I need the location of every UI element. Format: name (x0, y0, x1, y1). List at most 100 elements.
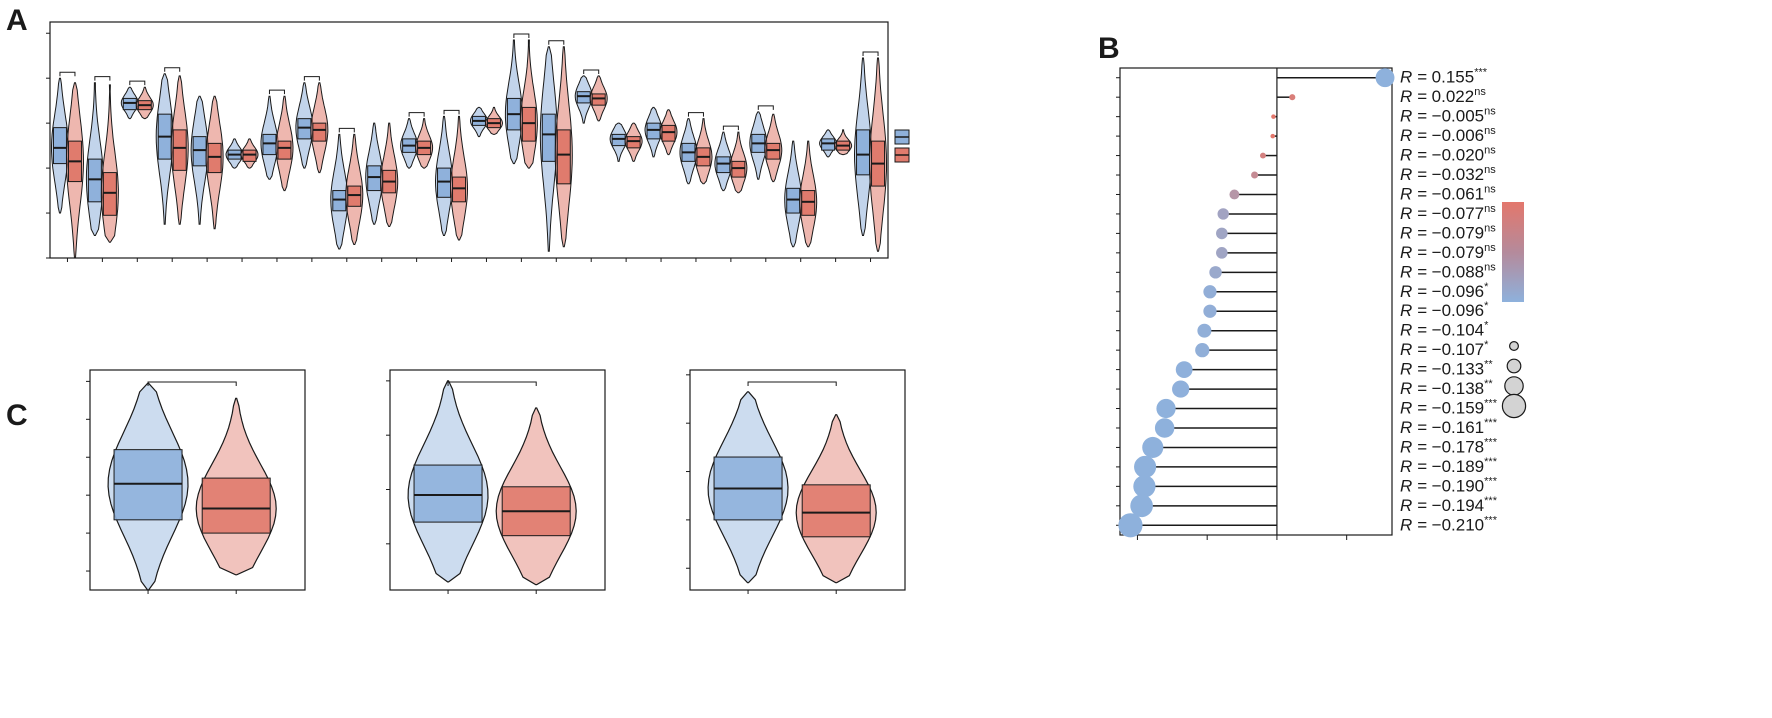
r-significance-b: * (1484, 300, 1489, 312)
r-value-label-b: R = −0.159*** (1400, 398, 1498, 418)
r-prefix-b: R = (1400, 243, 1432, 262)
lollipop-dot-b (1133, 475, 1156, 498)
r-value-b: −0.020 (1432, 146, 1484, 165)
r-significance-b: ** (1484, 378, 1493, 390)
r-value-label-b: R = 0.155*** (1400, 67, 1488, 87)
r-value-b: −0.178 (1432, 437, 1484, 456)
lollipop-dot-b (1216, 227, 1228, 240)
significance-bracket-a (443, 109, 460, 115)
r-value-label-b: R = −0.133** (1400, 359, 1493, 379)
significance-bracket-a (513, 33, 530, 38)
box-a (801, 190, 816, 216)
r-value-label-b: R = −0.096* (1400, 300, 1489, 320)
lollipop-dot-b (1203, 285, 1217, 299)
box-a (122, 97, 137, 111)
box-a (856, 129, 871, 176)
lollipop-dot-b (1375, 68, 1395, 88)
box-a (102, 172, 117, 216)
r-value-b: −0.107 (1432, 340, 1484, 359)
box-c (413, 464, 483, 523)
box-a (716, 156, 731, 174)
r-significance-b: ns (1484, 106, 1496, 118)
r-value-label-b: R = −0.189*** (1400, 456, 1498, 476)
lollipop-dot-b (1251, 171, 1259, 179)
r-significance-b: * (1484, 281, 1489, 293)
r-prefix-b: R = (1400, 165, 1432, 184)
lollipop-dot-b (1216, 247, 1228, 259)
r-prefix-b: R = (1400, 321, 1432, 340)
violin-a (100, 84, 119, 243)
box-a (312, 122, 327, 142)
r-prefix-b: R = (1400, 204, 1432, 223)
r-value-b: 0.155 (1432, 68, 1475, 87)
significance-bracket-a (94, 76, 111, 81)
lollipop-dot-b (1142, 436, 1164, 458)
box-a (332, 190, 347, 212)
box-a (452, 176, 467, 203)
r-prefix-b: R = (1400, 126, 1432, 145)
r-value-label-b: R = −0.161*** (1400, 417, 1498, 437)
significance-bracket-c (147, 381, 237, 386)
r-value-label-b: R = −0.088ns (1400, 261, 1496, 281)
violin-a (519, 39, 538, 169)
lollipop-dot-b (1271, 114, 1276, 119)
r-prefix-b: R = (1400, 399, 1432, 418)
box-a (277, 140, 292, 160)
lollipop-dot-b (1118, 513, 1143, 538)
r-significance-b: *** (1484, 398, 1498, 410)
plot-frame-c (89, 369, 306, 591)
box-a (87, 158, 102, 203)
box-a (576, 91, 591, 104)
box-a (207, 142, 222, 174)
significance-bracket-a (59, 71, 76, 77)
legend-cor-circle-b (1508, 341, 1519, 352)
box-a (821, 138, 836, 151)
r-prefix-b: R = (1400, 87, 1432, 106)
r-prefix-b: R = (1400, 262, 1432, 281)
significance-bracket-a (862, 51, 879, 56)
r-value-b: −0.159 (1432, 399, 1484, 418)
r-significance-b: *** (1484, 495, 1498, 507)
r-value-b: 0.022 (1432, 87, 1475, 106)
box-a (437, 167, 452, 198)
significance-bracket-a (338, 127, 355, 133)
box-a (262, 133, 277, 156)
box-a (731, 160, 746, 178)
r-significance-b: ** (1484, 359, 1493, 371)
r-value-label-b: R = −0.079ns (1400, 242, 1496, 262)
r-value-label-b: R = −0.210*** (1400, 514, 1498, 534)
r-significance-b: * (1484, 339, 1489, 351)
lollipop-dot-b (1134, 455, 1157, 478)
lollipop-dot-b (1197, 323, 1212, 338)
r-significance-b: *** (1484, 456, 1498, 468)
box-a (786, 187, 801, 214)
lollipop-dot-b (1156, 398, 1176, 419)
r-value-b: −0.079 (1432, 243, 1484, 262)
r-significance-b: * (1484, 320, 1489, 332)
lollipop-dot-b (1130, 494, 1153, 518)
r-value-b: −0.104 (1432, 321, 1484, 340)
significance-bracket-a (164, 67, 181, 72)
significance-bracket-a (722, 125, 739, 131)
lollipop-dot-b (1175, 361, 1193, 378)
box-a (521, 106, 536, 142)
plot-frame-b (1119, 67, 1393, 536)
r-significance-b: *** (1484, 436, 1498, 448)
plot-frame-a (49, 21, 889, 259)
r-value-b: −0.005 (1432, 107, 1484, 126)
lollipop-dot-b (1154, 418, 1175, 438)
box-a (766, 142, 781, 160)
r-prefix-b: R = (1400, 418, 1432, 437)
r-prefix-b: R = (1400, 515, 1432, 534)
r-value-b: −0.161 (1432, 418, 1484, 437)
box-a (611, 133, 626, 147)
legend-cor-circle-b (1506, 358, 1522, 374)
panel-label-b: B (1098, 32, 1120, 65)
panel-label-c: C (6, 399, 28, 432)
lollipop-dot-b (1229, 189, 1240, 200)
r-prefix-b: R = (1400, 340, 1432, 359)
r-prefix-b: R = (1400, 146, 1432, 165)
r-value-label-b: R = −0.104* (1400, 320, 1489, 340)
